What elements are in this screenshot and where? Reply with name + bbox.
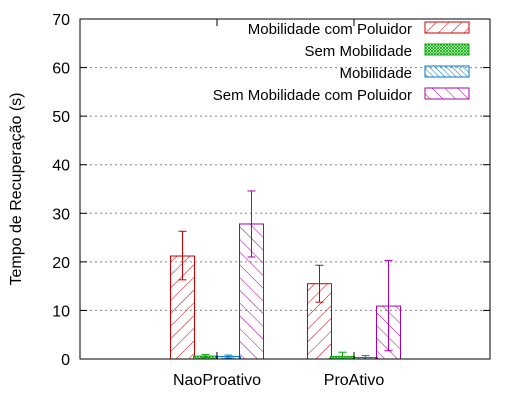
legend-label: Sem Mobilidade com Poluidor bbox=[213, 87, 412, 104]
x-tick-label: NaoProativo bbox=[173, 372, 261, 389]
y-tick-label: 20 bbox=[52, 255, 70, 272]
x-tick-label: ProAtivo bbox=[324, 372, 385, 389]
y-tick-label: 0 bbox=[61, 352, 70, 369]
legend-swatch bbox=[424, 43, 470, 56]
legend-swatch bbox=[424, 21, 470, 34]
legend-label: Mobilidade bbox=[339, 65, 412, 82]
legend-swatch bbox=[424, 65, 470, 78]
legend-label: Mobilidade com Poluidor bbox=[248, 21, 412, 38]
y-tick-label: 50 bbox=[52, 109, 70, 126]
y-tick-label: 40 bbox=[52, 158, 70, 175]
legend-swatch bbox=[424, 87, 470, 100]
legend-label: Sem Mobilidade bbox=[304, 43, 412, 60]
error-bars-group bbox=[178, 190, 393, 360]
grid-lines bbox=[80, 67, 490, 311]
plot-frame bbox=[79, 18, 491, 360]
y-axis-ticks: 0 10 20 30 40 50 60 70 bbox=[52, 12, 490, 369]
x-axis-labels: NaoProativo ProAtivo bbox=[173, 19, 384, 389]
legend: Mobilidade com Poluidor Sem Mobilidade Mob… bbox=[213, 21, 470, 104]
y-axis-title: Tempo de Recuperação (s) bbox=[8, 93, 25, 286]
y-tick-label: 60 bbox=[52, 61, 70, 78]
y-tick-label: 10 bbox=[52, 303, 70, 320]
y-tick-label: 70 bbox=[52, 12, 70, 29]
y-tick-label: 30 bbox=[52, 206, 70, 223]
